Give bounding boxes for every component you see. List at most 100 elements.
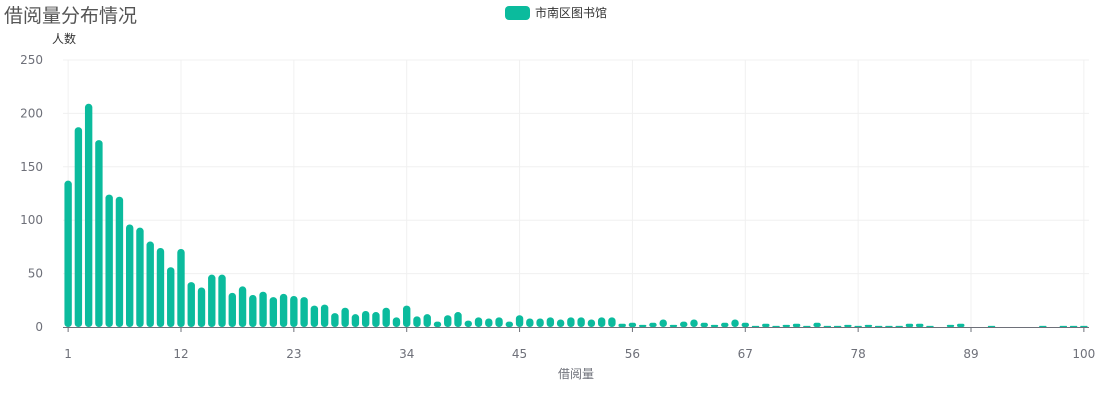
bar[interactable]: [751, 325, 760, 327]
bar[interactable]: [823, 325, 832, 327]
bar[interactable]: [567, 317, 575, 327]
bar[interactable]: [208, 274, 216, 327]
x-tick-label: 12: [173, 347, 188, 361]
bar[interactable]: [710, 324, 719, 327]
bar[interactable]: [454, 312, 462, 327]
bar[interactable]: [372, 312, 380, 327]
bar[interactable]: [392, 317, 401, 327]
bar[interactable]: [249, 294, 257, 327]
bar[interactable]: [228, 292, 236, 327]
bar[interactable]: [259, 291, 267, 327]
bar[interactable]: [361, 310, 370, 327]
y-tick-label: 50: [28, 267, 43, 281]
bar[interactable]: [874, 325, 883, 327]
bar[interactable]: [618, 323, 626, 327]
chart-legend[interactable]: 市南区图书馆: [505, 4, 607, 21]
bar[interactable]: [74, 127, 83, 327]
bar[interactable]: [310, 305, 319, 327]
bar[interactable]: [146, 241, 154, 327]
bar[interactable]: [680, 321, 688, 327]
bar[interactable]: [84, 103, 93, 328]
bar[interactable]: [105, 194, 113, 327]
x-tick-label: 1: [64, 347, 72, 361]
bar[interactable]: [279, 293, 288, 327]
bar[interactable]: [156, 247, 165, 327]
bar[interactable]: [659, 319, 667, 327]
bar[interactable]: [187, 282, 195, 327]
bar[interactable]: [115, 196, 124, 327]
bar[interactable]: [167, 267, 175, 327]
bar[interactable]: [300, 297, 308, 327]
bar[interactable]: [987, 325, 996, 327]
bar[interactable]: [669, 324, 678, 327]
bar[interactable]: [1069, 325, 1078, 327]
bar[interactable]: [505, 321, 514, 327]
bar[interactable]: [485, 318, 493, 327]
bar[interactable]: [690, 319, 698, 327]
bar[interactable]: [803, 325, 811, 327]
bar[interactable]: [782, 324, 791, 327]
bar[interactable]: [957, 323, 965, 327]
bar[interactable]: [495, 317, 503, 327]
bar[interactable]: [885, 325, 893, 327]
bar[interactable]: [413, 316, 421, 327]
bar[interactable]: [864, 324, 873, 327]
bar-series[interactable]: [64, 103, 1088, 328]
bar[interactable]: [290, 296, 298, 327]
bar[interactable]: [721, 322, 729, 327]
bar[interactable]: [649, 322, 657, 327]
bar[interactable]: [926, 325, 934, 327]
bar[interactable]: [64, 180, 72, 327]
x-tick-label: 67: [738, 347, 753, 361]
bar[interactable]: [177, 249, 185, 327]
bar[interactable]: [382, 307, 390, 327]
bar[interactable]: [546, 317, 555, 327]
bar[interactable]: [474, 317, 483, 327]
bar[interactable]: [762, 323, 770, 327]
bar[interactable]: [813, 322, 821, 327]
x-tick-label: 56: [625, 347, 640, 361]
bar[interactable]: [536, 318, 544, 327]
bar[interactable]: [218, 274, 226, 327]
bar[interactable]: [197, 287, 206, 327]
bar[interactable]: [833, 325, 842, 327]
bar[interactable]: [125, 224, 134, 327]
bar[interactable]: [423, 314, 431, 327]
bar[interactable]: [515, 315, 524, 327]
bar[interactable]: [556, 319, 565, 327]
bar[interactable]: [403, 305, 411, 327]
bar[interactable]: [916, 323, 924, 327]
y-tick-label: 150: [20, 160, 43, 174]
bar[interactable]: [351, 314, 360, 327]
bar[interactable]: [597, 317, 606, 327]
bar[interactable]: [772, 325, 780, 327]
bar[interactable]: [700, 322, 708, 327]
bar[interactable]: [628, 322, 637, 327]
bar[interactable]: [433, 321, 442, 327]
bar[interactable]: [946, 324, 955, 327]
bar[interactable]: [587, 319, 596, 327]
bar[interactable]: [608, 317, 616, 327]
bar[interactable]: [905, 323, 914, 327]
bar[interactable]: [577, 317, 585, 327]
bar[interactable]: [95, 140, 103, 327]
bar[interactable]: [269, 297, 278, 327]
bar[interactable]: [731, 319, 739, 327]
bar[interactable]: [854, 325, 862, 327]
bar[interactable]: [331, 313, 339, 327]
bar[interactable]: [1039, 325, 1047, 327]
bar[interactable]: [844, 324, 852, 327]
bar[interactable]: [526, 318, 534, 327]
bar[interactable]: [1059, 325, 1068, 327]
bar[interactable]: [341, 307, 349, 327]
bar[interactable]: [741, 322, 749, 327]
bar[interactable]: [792, 323, 801, 327]
bar[interactable]: [320, 304, 329, 327]
bar[interactable]: [136, 227, 144, 327]
bar[interactable]: [444, 315, 452, 327]
bar[interactable]: [1080, 325, 1088, 327]
bar[interactable]: [238, 286, 247, 327]
bar[interactable]: [464, 320, 472, 327]
bar[interactable]: [638, 324, 647, 327]
bar[interactable]: [895, 325, 903, 327]
